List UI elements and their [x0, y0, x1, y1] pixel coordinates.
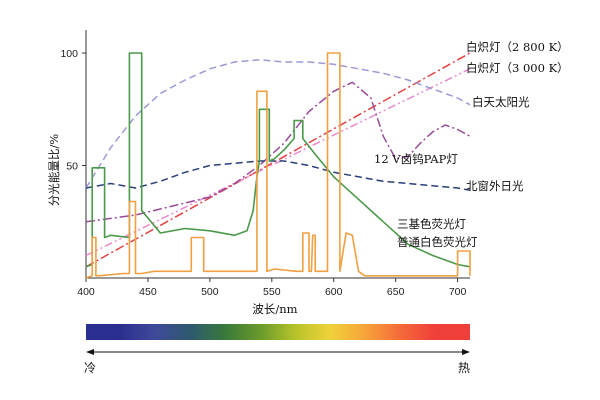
x-tick-label: 550: [263, 286, 281, 298]
series-line-halogen-pap: [85, 81, 471, 223]
series-line-cool-white: [85, 52, 471, 279]
legend-cool-white: 普通白色荧光灯: [397, 235, 478, 249]
arrow-head-right: [462, 349, 470, 355]
y-tick-label: 50: [66, 161, 78, 173]
x-tick-label: 700: [449, 286, 467, 298]
legend-incandescent-3000k: 白炽灯（3 000 K）: [466, 61, 569, 75]
legend-halogen-pap: 12 V卤钨PAP灯: [374, 152, 458, 166]
legend-tri-phosphor: 三基色荧光灯: [397, 217, 466, 231]
x-tick-label: 450: [139, 286, 157, 298]
x-tick-group: 400 450 500 550 600 650 700: [77, 278, 467, 298]
series-line-incandescent-3000k: [85, 68, 471, 257]
series-line-incandescent-2800k: [85, 52, 471, 268]
series-line-daylight: [85, 59, 471, 189]
legend-daylight: 白天太阳光: [472, 95, 530, 109]
x-tick-label: 500: [201, 286, 219, 298]
legend-incandescent-2800k: 白炽灯（2 800 K）: [466, 40, 569, 54]
x-tick-label: 650: [387, 286, 405, 298]
x-axis-label: 波长/nm: [252, 302, 297, 316]
x-tick-label: 600: [325, 286, 343, 298]
hot-label: 热: [458, 361, 470, 375]
series-group: [85, 52, 471, 279]
y-tick-group: 50 100: [60, 48, 86, 173]
y-axis-label: 分光能量比/%: [47, 134, 61, 206]
cold-label: 冷: [84, 361, 96, 375]
x-tick-label: 400: [77, 286, 95, 298]
y-tick-label: 100: [60, 48, 78, 60]
series-line-north-window: [85, 160, 471, 192]
legend-north-window: 北窗外日光: [466, 179, 524, 193]
arrow-head-left: [86, 349, 94, 355]
series-line-tri-phosphor: [85, 52, 471, 268]
color-spectrum-bar: [86, 324, 470, 340]
